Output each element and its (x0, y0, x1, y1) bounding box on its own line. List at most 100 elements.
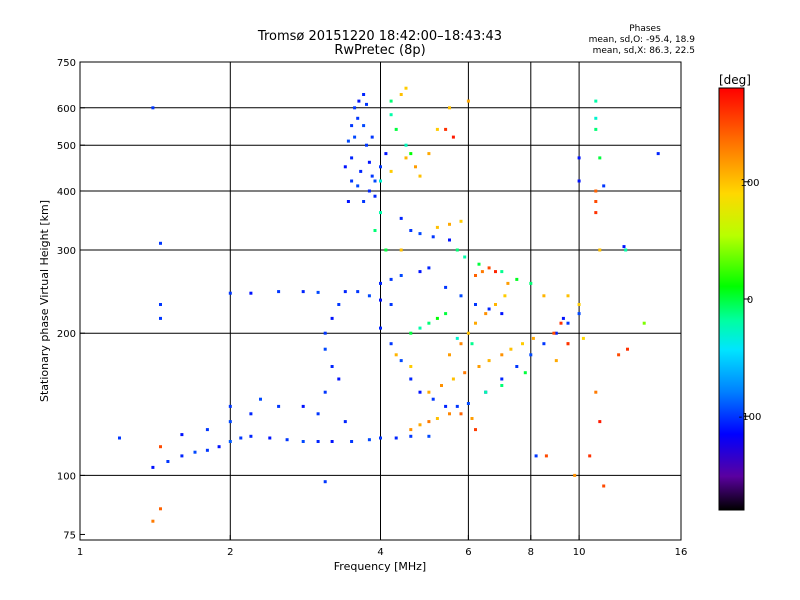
chart-subtitle: RwPretec (8p) (334, 43, 425, 58)
data-point (427, 152, 431, 156)
data-point (459, 342, 463, 346)
data-point (487, 359, 491, 363)
data-point (594, 211, 598, 215)
data-point (602, 484, 606, 488)
data-point (463, 371, 467, 375)
data-point (404, 156, 408, 160)
data-point (487, 307, 491, 311)
data-point (554, 331, 558, 335)
data-point (159, 316, 162, 320)
data-point (404, 86, 408, 90)
data-point (379, 436, 382, 440)
data-point (554, 359, 558, 363)
data-point (301, 290, 305, 294)
data-point (268, 436, 272, 440)
data-point (389, 303, 393, 306)
data-point (594, 99, 598, 103)
data-point (357, 99, 361, 103)
data-point (356, 290, 360, 294)
data-point (409, 365, 413, 368)
data-point (577, 303, 581, 306)
data-point (370, 135, 374, 139)
y-axis-label: Stationary phase Virtual Height [km] (38, 200, 51, 402)
data-point (594, 390, 598, 394)
data-point (624, 248, 628, 252)
data-point (459, 219, 463, 223)
data-point (566, 342, 570, 346)
stats-line-o: mean, sd,O: -95.4, 18.9 (589, 35, 696, 45)
x-tick-label: 2 (227, 547, 233, 558)
data-point (228, 404, 232, 408)
stats-title: Phases (629, 24, 661, 34)
x-tick-label: 1 (77, 547, 83, 558)
data-point (384, 248, 388, 252)
data-point (151, 519, 155, 523)
data-point (577, 312, 581, 316)
data-point (444, 127, 448, 131)
data-point (389, 342, 393, 346)
data-point (323, 331, 327, 335)
data-point (353, 135, 357, 139)
data-point (285, 438, 289, 442)
colorbar-tick-label: 100 (740, 178, 759, 189)
y-tick-label: 200 (57, 329, 76, 340)
data-point (451, 377, 455, 381)
data-point (379, 165, 382, 169)
data-point (343, 290, 347, 294)
data-point (249, 434, 253, 438)
data-point (205, 428, 209, 432)
data-point (474, 274, 477, 277)
data-point (418, 390, 422, 394)
data-point (359, 169, 363, 173)
data-point (506, 281, 510, 285)
data-point (622, 245, 626, 249)
data-point (259, 397, 262, 401)
data-point (477, 262, 481, 266)
data-point (389, 113, 393, 117)
data-point (484, 312, 488, 316)
data-point (249, 412, 253, 416)
data-point (566, 321, 570, 325)
x-tick-label: 6 (465, 547, 471, 558)
data-point (487, 266, 491, 270)
data-point (427, 321, 431, 325)
data-point (399, 274, 403, 277)
data-point (399, 216, 403, 220)
data-points (118, 86, 660, 523)
data-point (418, 423, 422, 427)
data-point (440, 384, 443, 387)
data-point (577, 156, 581, 160)
data-point (602, 184, 606, 188)
data-point (594, 189, 598, 193)
data-point (343, 420, 347, 424)
data-point (379, 326, 382, 330)
y-tick-label: 300 (57, 246, 76, 257)
data-point (444, 312, 448, 316)
data-point (316, 290, 320, 294)
data-point (350, 124, 354, 128)
data-point (394, 353, 398, 357)
data-point (448, 238, 451, 242)
data-point (542, 294, 546, 298)
data-point (459, 412, 463, 416)
data-point (435, 127, 439, 131)
data-point (180, 454, 184, 458)
data-point (409, 428, 413, 432)
data-point (529, 281, 533, 285)
data-point (159, 445, 162, 449)
data-point (350, 440, 354, 443)
data-point (435, 225, 439, 229)
data-point (427, 420, 431, 424)
data-point (365, 143, 368, 147)
data-point (118, 436, 121, 440)
data-point (494, 270, 497, 274)
data-point (463, 255, 467, 259)
data-point (594, 127, 598, 131)
data-point (642, 321, 646, 325)
data-point (323, 347, 327, 351)
data-point (470, 342, 474, 346)
data-point (316, 440, 320, 443)
data-point (451, 135, 455, 139)
data-point (626, 347, 629, 351)
